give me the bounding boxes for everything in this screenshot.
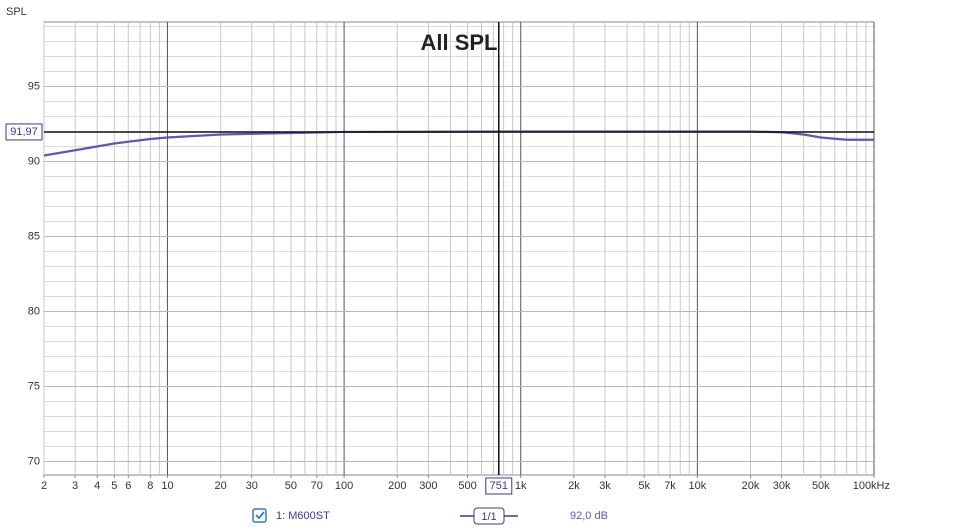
x-tick-label: 70	[311, 480, 323, 492]
cursor-y-label: 91,97	[10, 126, 38, 138]
cursor-readout: 92,0 dB	[570, 510, 608, 522]
x-tick-label: 8	[147, 480, 153, 492]
cursor-x-label: 751	[490, 480, 508, 492]
legend-label[interactable]: 1: M600ST	[276, 510, 330, 522]
x-tick-label: 3k	[599, 480, 611, 492]
x-tick-label: 200	[388, 480, 406, 492]
x-tick-label: 3	[72, 480, 78, 492]
x-tick-label: 30k	[773, 480, 791, 492]
y-tick-label: 95	[28, 80, 40, 92]
x-tick-label: 50	[285, 480, 297, 492]
y-tick-label: 80	[28, 305, 40, 317]
x-tick-label: 10	[161, 480, 173, 492]
x-tick-label: 10k	[688, 480, 706, 492]
x-tick-label: 4	[94, 480, 100, 492]
y-tick-label: 70	[28, 455, 40, 467]
x-tick-label: 20k	[742, 480, 760, 492]
x-tick-label: 2	[41, 480, 47, 492]
y-tick-label: 90	[28, 155, 40, 167]
x-tick-label: 5	[111, 480, 117, 492]
smoothing-label: 1/1	[481, 511, 496, 523]
x-tick-label: 100	[335, 480, 353, 492]
x-tick-label: 300	[419, 480, 437, 492]
x-tick-label: 6	[125, 480, 131, 492]
x-tick-label: 7k	[664, 480, 676, 492]
x-tick-label: 30	[246, 480, 258, 492]
y-tick-label: 85	[28, 230, 40, 242]
x-tick-label: 20	[215, 480, 227, 492]
x-tick-label: 1k	[515, 480, 527, 492]
y-tick-label: 75	[28, 380, 40, 392]
x-tick-label: 500	[458, 480, 476, 492]
plot-area	[43, 21, 875, 476]
cursor-y-box	[5, 123, 43, 141]
chart-title: All SPL	[420, 30, 497, 55]
legend-checkbox[interactable]	[252, 508, 267, 523]
cursor-x-box	[485, 477, 513, 495]
x-tick-label: 5k	[638, 480, 650, 492]
checkmark	[255, 511, 265, 520]
x-tick-label: 50k	[812, 480, 830, 492]
x-tick-label: 100kHz	[853, 480, 890, 492]
y-axis-label: SPL	[6, 6, 27, 18]
x-tick-label: 2k	[568, 480, 580, 492]
